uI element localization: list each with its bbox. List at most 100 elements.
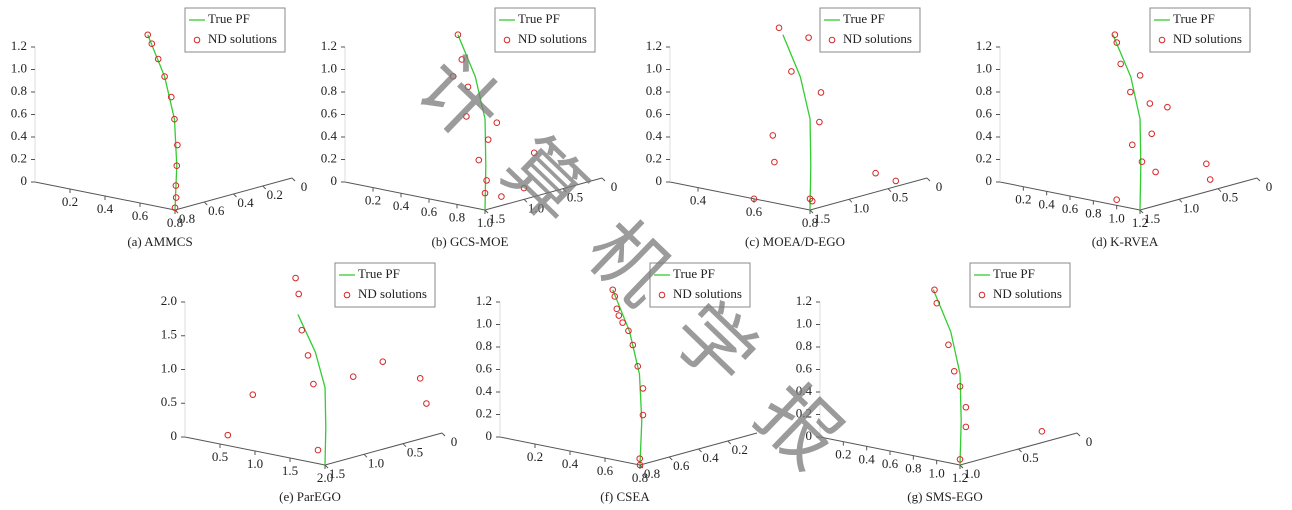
z-tick-label: 0 <box>986 173 993 188</box>
z-tick-label: 0.4 <box>321 128 338 143</box>
z-tick-label: 1.2 <box>321 38 337 53</box>
z-tick-label: 1.2 <box>646 38 662 53</box>
tick-mark <box>1257 178 1260 181</box>
x-tick-label: 0.6 <box>882 456 899 471</box>
x-tick-label: 0.2 <box>1015 192 1031 207</box>
legend-label: ND solutions <box>208 31 277 46</box>
z-tick-label: 0.2 <box>476 405 492 420</box>
x-tick-label: 0.6 <box>132 208 149 223</box>
true-pf-line <box>1113 35 1141 210</box>
nd-solution <box>1118 61 1124 67</box>
z-tick-label: 0.8 <box>321 83 337 98</box>
tick-mark <box>442 433 445 436</box>
z-tick-label: 0 <box>331 173 338 188</box>
x-tick-label: 0.4 <box>1039 196 1056 211</box>
panel: 0.40.60.800.51.01.500.20.40.60.81.01.2Tr… <box>646 8 943 249</box>
y-tick-label: 0.4 <box>237 195 254 210</box>
nd-solution <box>1153 169 1159 175</box>
true-pf-line <box>148 35 177 210</box>
nd-solution <box>296 291 302 297</box>
y-tick-label: 0 <box>1086 434 1093 449</box>
caption: (b) GCS-MOE <box>432 234 509 249</box>
z-tick-label: 0.6 <box>646 105 663 120</box>
x-tick-label: 0.6 <box>1062 201 1079 216</box>
x-tick-label: 1.0 <box>1109 210 1125 225</box>
x-tick-label: 0.5 <box>212 449 228 464</box>
x-tick-label: 1.0 <box>929 465 945 480</box>
nd-solution <box>1147 101 1153 107</box>
tick-mark <box>699 449 702 452</box>
z-tick-label: 0.4 <box>476 383 493 398</box>
z-tick-label: 0.8 <box>476 338 492 353</box>
tick-mark <box>1218 189 1221 192</box>
z-tick-label: 0.8 <box>796 338 812 353</box>
z-tick-label: 1.0 <box>11 60 27 75</box>
tick-mark <box>292 178 295 181</box>
y-tick-label: 0 <box>936 179 943 194</box>
nd-solution <box>315 447 321 453</box>
nd-solution <box>380 359 386 365</box>
z-tick-label: 1.2 <box>476 293 492 308</box>
tick-mark <box>888 189 891 192</box>
tick-mark <box>364 454 367 457</box>
z-tick-label: 0.6 <box>11 105 28 120</box>
y-tick-label: 0 <box>301 179 308 194</box>
nd-solution <box>963 404 969 410</box>
nd-solution <box>640 386 646 392</box>
nd-solution <box>1137 73 1143 79</box>
tick-mark <box>403 444 406 447</box>
panel: 0.51.01.52.000.51.01.500.51.01.52.0True … <box>161 263 458 504</box>
z-tick-label: 0.4 <box>11 128 28 143</box>
nd-solution <box>1207 177 1213 183</box>
z-tick-label: 0 <box>656 173 663 188</box>
z-tick-label: 1.5 <box>161 327 177 342</box>
y-tick-label: 1.5 <box>814 211 830 226</box>
y-tick-label: 0.8 <box>179 211 195 226</box>
y-tick-label: 1.5 <box>329 466 345 481</box>
nd-solution <box>806 35 812 41</box>
true-pf-line <box>298 314 326 465</box>
nd-solution <box>293 275 299 281</box>
y-tick-label: 0.5 <box>1022 450 1038 465</box>
y-tick-label: 1.0 <box>964 466 980 481</box>
z-tick-label: 0.8 <box>646 83 662 98</box>
nd-solution <box>963 424 969 430</box>
x-tick-label: 0.6 <box>746 204 763 219</box>
z-tick-label: 1.2 <box>796 293 812 308</box>
z-tick-label: 1.0 <box>321 60 337 75</box>
z-tick-label: 1.0 <box>161 360 177 375</box>
nd-solution <box>350 374 356 380</box>
z-tick-label: 0.2 <box>321 150 337 165</box>
x-tick-label: 0.2 <box>527 449 543 464</box>
y-tick-label: 0.5 <box>407 445 423 460</box>
z-tick-label: 0.4 <box>976 128 993 143</box>
nd-solution <box>893 178 899 184</box>
x-tick-label: 1.0 <box>247 456 263 471</box>
true-pf-line <box>933 290 961 465</box>
legend-label: True PF <box>993 266 1035 281</box>
caption: (f) CSEA <box>600 489 650 504</box>
nd-solution <box>1039 429 1045 435</box>
nd-solution <box>818 90 824 96</box>
nd-solution <box>424 401 430 407</box>
nd-solution <box>951 368 957 374</box>
y-tick-label: 0.5 <box>1222 190 1238 205</box>
z-tick-label: 1.0 <box>476 315 492 330</box>
x-tick-label: 0.8 <box>1085 206 1101 221</box>
z-tick-label: 0.8 <box>11 83 27 98</box>
y-tick-label: 1.0 <box>1183 200 1199 215</box>
nd-solution <box>1129 142 1135 148</box>
tick-mark <box>1077 433 1080 436</box>
z-tick-label: 1.2 <box>11 38 27 53</box>
x-tick-label: 0.4 <box>562 456 579 471</box>
z-tick-label: 0 <box>171 428 178 443</box>
tick-mark <box>728 441 731 444</box>
tick-mark <box>849 199 852 202</box>
caption: (g) SMS-EGO <box>907 489 982 504</box>
tick-mark <box>234 194 237 197</box>
legend-label: ND solutions <box>1173 31 1242 46</box>
nd-solution <box>1165 104 1171 110</box>
x-tick-label: 0.8 <box>905 461 921 476</box>
